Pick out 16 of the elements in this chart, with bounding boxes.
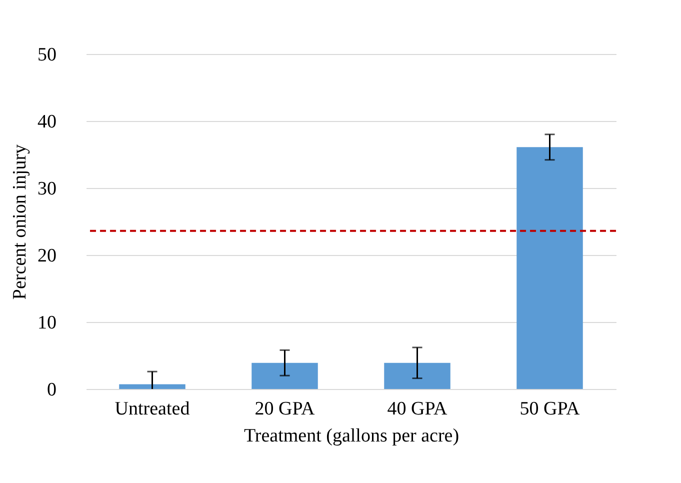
y-axis-title: Percent onion injury [10,144,30,300]
y-tick-label: 30 [38,178,56,200]
bar [119,384,186,389]
bar [516,147,583,389]
y-tick-label: 50 [38,44,56,66]
x-axis-title: Treatment (gallons per acre) [244,426,460,446]
bar [252,362,318,389]
bar [384,362,450,389]
y-tick-label: 0 [47,380,56,400]
y-tick-label: 20 [38,246,56,266]
x-tick-label: 50 GPA [520,398,580,420]
y-tick-label: 10 [38,312,56,334]
x-tick-label: Untreated [114,398,190,420]
x-tick-label: 40 GPA [387,398,448,420]
y-tick-label: 40 [38,112,56,132]
x-tick-label: 20 GPA [254,398,316,420]
